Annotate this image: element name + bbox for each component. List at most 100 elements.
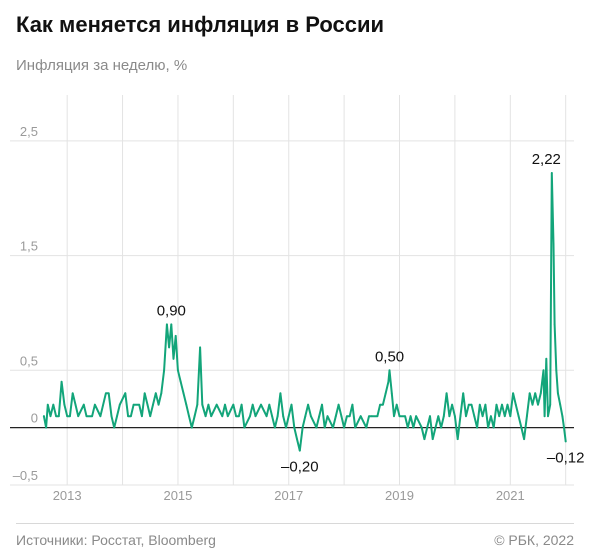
data-point [127,415,129,418]
data-point [343,426,346,429]
data-point [85,415,88,418]
x-tick-labels: 2013 2015 2017 2019 2021 [53,488,525,503]
data-point [395,403,398,406]
y-tick-label: 0,5 [20,353,38,368]
data-point [473,415,476,418]
data-point [539,392,542,395]
data-point [226,415,229,418]
data-point [321,403,323,406]
data-point [388,369,391,372]
data-point [243,426,246,429]
data-point [163,369,165,372]
data-point [52,403,55,406]
data-point [351,403,354,406]
data-point [481,415,484,418]
data-point [93,403,96,406]
data-point [199,346,201,349]
x-tick-label: 2013 [53,488,82,503]
data-point [74,403,77,406]
data-point [293,426,296,429]
data-point [309,415,312,418]
data-point [459,415,462,418]
data-point [553,323,556,326]
data-point [487,426,490,429]
data-point [149,415,152,418]
data-point [285,426,287,429]
data-point [359,415,362,418]
data-point [531,403,534,406]
data-point [204,415,207,418]
data-point [555,369,558,372]
data-point [152,403,154,406]
data-point [514,403,517,406]
data-point [465,415,467,418]
data-point [201,403,204,406]
data-point [348,415,351,418]
data-label: 0,50 [375,348,404,365]
data-point [304,415,307,418]
data-point [437,415,440,418]
chart-title: Как меняется инфляция в России [16,12,385,37]
data-point [390,392,393,395]
data-point [110,415,113,418]
data-point [354,426,357,429]
data-point [42,415,45,418]
source-note: Источники: Росстат, Bloomberg [16,532,216,548]
data-point [113,426,116,429]
data-point [520,426,523,429]
data-point [298,449,301,452]
data-point [172,357,175,360]
data-point [237,415,240,418]
data-point [549,403,552,406]
data-point [345,415,348,418]
data-point [271,415,274,418]
data-point [107,392,110,395]
data-point [557,392,559,395]
data-point [387,380,390,383]
data-point [49,415,52,418]
data-point [129,415,132,418]
data-point [174,334,177,337]
data-point [434,426,437,429]
data-point [182,392,185,395]
data-point [503,415,506,418]
data-point [512,392,514,395]
data-point [193,415,196,418]
data-point [276,415,279,418]
data-point [552,243,555,246]
data-point [368,415,370,418]
data-point [376,415,379,418]
data-point [467,403,470,406]
data-point [484,403,487,406]
data-point [69,415,71,418]
data-point [224,403,226,406]
data-point [260,403,262,406]
x-tick-label: 2017 [274,488,303,503]
data-point [99,415,102,418]
data-point [340,415,343,418]
data-point [393,415,395,418]
data-point [406,426,409,429]
data-point [160,392,163,395]
data-point [337,403,340,406]
data-point [545,357,548,360]
data-point [495,403,498,406]
data-point [63,403,66,406]
data-point [82,403,85,406]
data-point [334,415,337,418]
data-label: 2,22 [532,151,561,168]
data-point [282,415,285,418]
x-tick-label: 2015 [163,488,192,503]
data-point [509,415,512,418]
footer-divider [16,523,574,524]
data-point [420,426,423,429]
data-point [71,392,74,395]
data-point [563,426,565,429]
data-point [290,403,293,406]
data-point [141,415,143,418]
data-point [118,403,121,406]
data-point [296,438,298,441]
data-point [268,403,271,406]
data-point [478,403,481,406]
data-point [165,323,168,326]
